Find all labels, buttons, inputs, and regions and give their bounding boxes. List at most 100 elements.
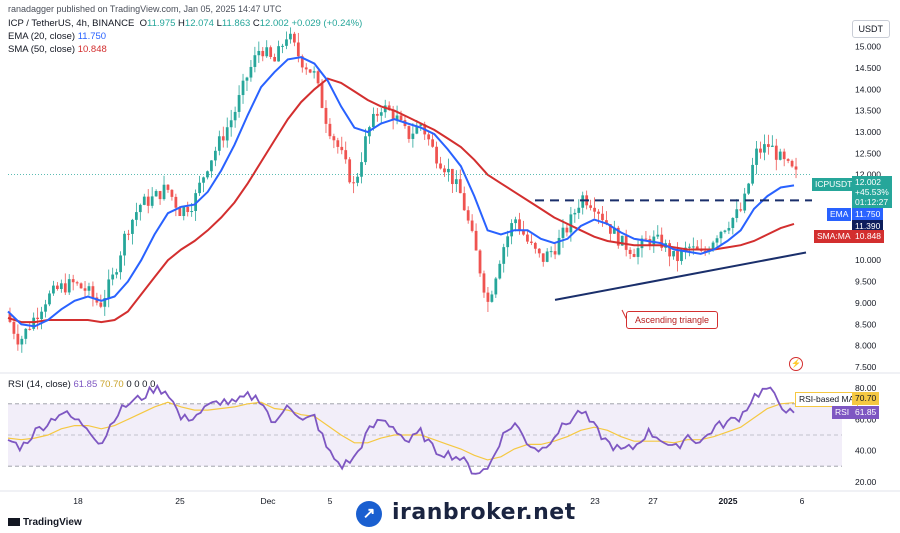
candle-body: [458, 179, 462, 194]
candle-body: [387, 105, 391, 110]
candle-body: [537, 248, 541, 254]
sma-legend[interactable]: SMA (50, close) 10.848: [8, 44, 107, 55]
candle-body: [628, 249, 632, 254]
rsi-line: [7, 383, 795, 475]
candle-body: [257, 50, 261, 56]
ema-legend[interactable]: EMA (20, close) 11.750: [8, 31, 107, 42]
candle-body: [134, 212, 138, 220]
symbol-tag: ICPUSDT: [812, 178, 856, 191]
candle-body: [549, 251, 553, 253]
candle-body: [383, 105, 387, 113]
candle-body: [375, 113, 379, 116]
candle-body: [731, 217, 735, 228]
candle-body: [766, 144, 770, 147]
candle-body: [486, 292, 490, 302]
rsi-ma-tag: RSI-based MA: [795, 392, 859, 407]
candle-body: [608, 224, 612, 234]
currency-selector[interactable]: USDT: [851, 20, 890, 38]
rsi-tick-label: 20.00: [855, 477, 877, 487]
candle-body: [494, 278, 498, 295]
candle-body: [668, 243, 672, 257]
candle-body: [107, 279, 111, 299]
candle-body: [170, 189, 174, 197]
candle-body: [407, 126, 411, 139]
candle-body: [573, 212, 577, 215]
candle-body: [510, 223, 514, 237]
candle-body: [344, 150, 348, 160]
candle-body: [269, 47, 273, 57]
price-tick-label: 8.500: [855, 319, 877, 329]
candle-body: [158, 191, 162, 200]
time-tick-label: 18: [73, 496, 83, 506]
candle-body: [111, 274, 115, 280]
price-tick-label: 9.000: [855, 298, 877, 308]
candle-body: [241, 80, 245, 96]
candle-body: [178, 207, 182, 217]
candle-body: [332, 136, 336, 141]
support-trendline: [554, 251, 807, 301]
candle-body: [447, 168, 450, 173]
candle-body: [348, 159, 352, 183]
candle-body: [24, 328, 28, 339]
candle-body: [411, 133, 415, 139]
watermark-text: iranbroker.net: [392, 500, 576, 525]
last-price-tag: 12.002 +45.53% 01:12:27: [852, 176, 892, 208]
candle-body: [759, 148, 762, 153]
candle-body: [735, 209, 739, 218]
candle-body: [660, 234, 664, 248]
time-tick-label: 23: [590, 496, 600, 506]
candle-body: [727, 227, 731, 231]
candle-body: [462, 193, 466, 211]
candle-body: [115, 272, 119, 275]
candle-body: [312, 71, 316, 73]
candle-body: [676, 250, 679, 262]
candle-body: [605, 220, 608, 225]
rsi-legend[interactable]: RSI (14, close) 61.85 70.70 0 0 0 0: [8, 379, 156, 390]
candle-body: [391, 109, 395, 120]
candle-body: [40, 311, 43, 320]
candle-body: [478, 250, 482, 274]
candle-body: [687, 246, 691, 248]
candle-body: [304, 67, 308, 70]
candle-body: [316, 71, 320, 84]
tradingview-logo[interactable]: TradingView: [8, 517, 82, 528]
time-tick-label: 25: [175, 496, 185, 506]
rsi-price-tag: 61.85: [852, 406, 880, 419]
replay-icon[interactable]: ⚡: [789, 357, 803, 371]
candle-body: [774, 145, 778, 160]
candle-body: [498, 263, 502, 279]
candle-body: [328, 123, 332, 137]
candle-body: [174, 196, 178, 208]
watermark-logo-icon: ↗: [356, 501, 382, 527]
candle-body: [454, 179, 458, 185]
candle-body: [589, 205, 593, 208]
candle-body: [518, 219, 521, 231]
candle-body: [443, 168, 446, 173]
symbol-name[interactable]: ICP / TetherUS, 4h, BINANCE: [8, 18, 135, 29]
candle-body: [778, 151, 782, 160]
candle-body: [533, 242, 537, 249]
price-tick-label: 13.500: [855, 106, 881, 116]
price-tick-label: 8.000: [855, 341, 877, 351]
candle-body: [213, 150, 217, 161]
candle-body: [695, 246, 699, 250]
candle-body: [794, 166, 798, 170]
candle-body: [67, 279, 71, 293]
candle-body: [593, 207, 596, 212]
candle-body: [237, 95, 241, 112]
candle-body: [198, 182, 201, 194]
candle-body: [71, 279, 75, 283]
candle-body: [739, 209, 743, 211]
candle-body: [529, 241, 533, 243]
candle-body: [210, 160, 213, 172]
candle-body: [48, 293, 51, 305]
candle-body: [360, 162, 363, 177]
candle-body: [723, 230, 727, 232]
candle-body: [526, 234, 529, 242]
symbol-line: ICP / TetherUS, 4h, BINANCE O11.975 H12.…: [8, 18, 362, 29]
candle-body: [616, 227, 620, 246]
time-tick-label: Dec: [260, 496, 276, 506]
candle-body: [522, 230, 525, 235]
price-tick-label: 15.000: [855, 42, 881, 52]
